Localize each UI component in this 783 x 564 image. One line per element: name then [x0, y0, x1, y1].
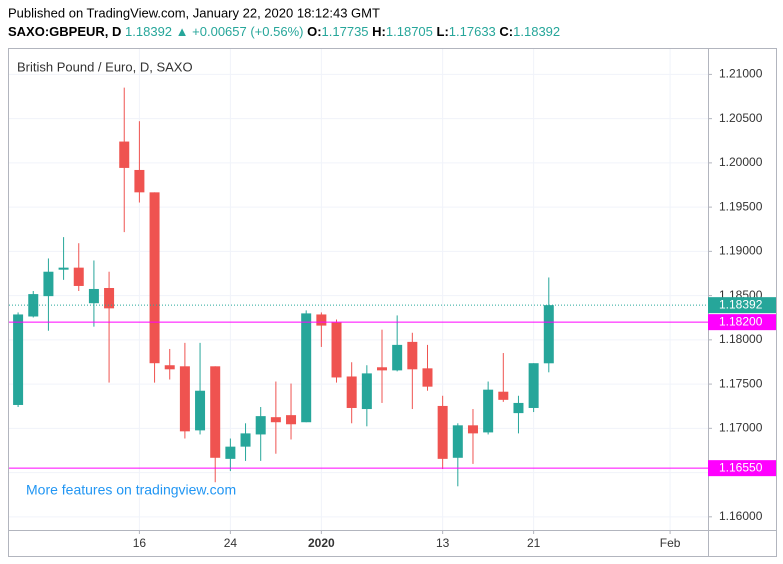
candle-body	[377, 367, 388, 371]
candle-body	[361, 373, 372, 410]
candle-body	[13, 314, 24, 405]
last-price: 1.18392	[125, 24, 172, 39]
candle-body	[225, 446, 236, 459]
candle-body	[422, 368, 433, 387]
candle-body	[119, 141, 130, 168]
plot	[13, 87, 554, 487]
high-label: H:	[372, 24, 386, 39]
candle-body	[346, 376, 357, 408]
symbol-legend: SAXO:GBPEUR, D 1.18392 ▲ +0.00657 (+0.56…	[8, 24, 560, 39]
close-label: C:	[499, 24, 513, 39]
y-tick-label: 1.17000	[719, 421, 763, 435]
candle-body	[392, 344, 403, 371]
candle-body	[316, 314, 327, 326]
y-tick-label: 1.19500	[719, 199, 763, 213]
price-label-bg	[708, 314, 776, 331]
open-label: O:	[307, 24, 321, 39]
y-tick-label: 1.16000	[719, 509, 763, 523]
candle-body	[452, 425, 463, 458]
published-note: Published on TradingView.com, January 22…	[8, 5, 380, 20]
candle-body	[43, 271, 54, 297]
high-value: 1.18705	[386, 24, 433, 39]
change: +0.00657 (+0.56%)	[192, 24, 303, 39]
price-label-bg	[708, 297, 776, 314]
x-tick-label: Feb	[660, 536, 681, 550]
x-tick-label: 2020	[308, 536, 335, 550]
y-tick-label: 1.18000	[719, 332, 763, 346]
y-tick-label: 1.21000	[719, 67, 763, 81]
low-label: L:	[437, 24, 449, 39]
candle-body	[164, 365, 175, 370]
candle-body	[195, 390, 206, 431]
candle-body	[331, 322, 342, 378]
y-tick-label: 1.19000	[719, 244, 763, 258]
y-tick-label: 1.17500	[719, 376, 763, 390]
candle-body	[301, 313, 312, 423]
candle-body	[255, 416, 266, 435]
price-label: 1.18200	[719, 314, 763, 328]
candle-body	[513, 402, 524, 414]
candle-body	[286, 415, 297, 425]
symbol: SAXO:GBPEUR, D	[8, 24, 121, 39]
y-tick-label: 1.20500	[719, 111, 763, 125]
y-tick-label: 1.20000	[719, 155, 763, 169]
candle-body	[134, 169, 145, 193]
low-value: 1.17633	[449, 24, 496, 39]
candle-body	[437, 405, 448, 459]
price-label-bg	[708, 460, 776, 477]
arrow: ▲	[176, 24, 189, 39]
close-value: 1.18392	[513, 24, 560, 39]
candle-body	[58, 267, 69, 270]
candle-body	[73, 267, 84, 286]
candle-body	[407, 341, 418, 370]
candle-body	[104, 287, 115, 309]
price-label: 1.18392	[719, 297, 763, 311]
price-label: 1.16550	[719, 460, 763, 474]
x-tick-label: 21	[527, 536, 541, 550]
candle-body	[270, 417, 281, 423]
candle-body	[528, 363, 539, 408]
x-tick-label: 24	[224, 536, 238, 550]
frame	[8, 48, 777, 557]
x-tick-label: 16	[133, 536, 147, 550]
chart-title: British Pound / Euro, D, SAXO	[17, 59, 193, 74]
candle-body	[210, 366, 221, 458]
candle-body	[483, 389, 494, 433]
candle-body	[467, 425, 478, 434]
x-tick-label: 13	[436, 536, 450, 550]
watermark: More features on tradingview.com	[26, 482, 236, 498]
candle-body	[149, 192, 160, 364]
candle-body	[498, 391, 509, 400]
candle-body	[179, 366, 190, 432]
candle-body	[543, 305, 554, 364]
open-value: 1.17735	[322, 24, 369, 39]
candle-body	[240, 433, 251, 447]
candle-body	[88, 288, 99, 304]
